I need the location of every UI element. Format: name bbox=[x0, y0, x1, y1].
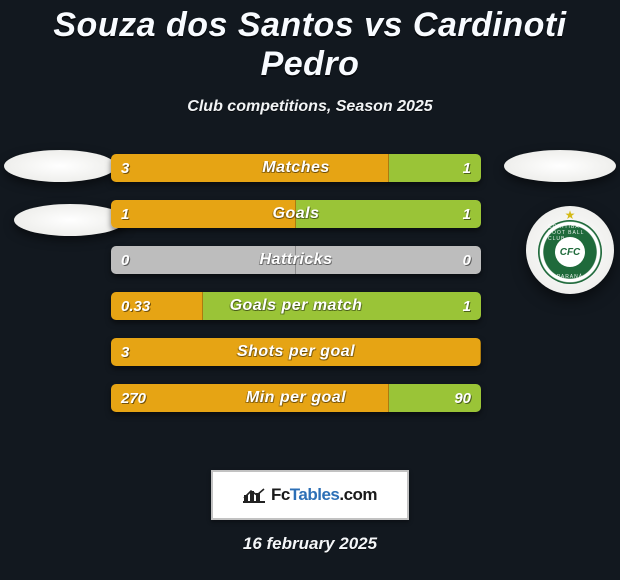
club-crest-icon: ★ CFC CORITIBA FOOT BALL CLUB PARANÁ bbox=[526, 206, 614, 294]
stat-bar-left bbox=[111, 338, 481, 366]
stat-bar-right bbox=[389, 154, 482, 182]
team-right-crest-2: ★ CFC CORITIBA FOOT BALL CLUB PARANÁ bbox=[526, 206, 614, 294]
stat-bar-right bbox=[296, 200, 481, 228]
stat-row: Goals per match0.331 bbox=[111, 292, 481, 320]
team-left-crest-1 bbox=[4, 150, 116, 182]
stat-row: Goals11 bbox=[111, 200, 481, 228]
stat-bar-right bbox=[389, 384, 482, 412]
comparison-stage: ★ CFC CORITIBA FOOT BALL CLUB PARANÁ Mat… bbox=[0, 140, 620, 460]
chart-icon bbox=[243, 487, 265, 503]
subtitle: Club competitions, Season 2025 bbox=[0, 98, 620, 116]
stat-bar-left bbox=[111, 154, 389, 182]
stat-bar-left bbox=[111, 200, 296, 228]
stat-row: Matches31 bbox=[111, 154, 481, 182]
stat-row: Hattricks00 bbox=[111, 246, 481, 274]
source-badge[interactable]: FcTables.com bbox=[211, 470, 409, 520]
stat-bars: Matches31 Goals11 Hattricks00 Goals per mat… bbox=[111, 154, 481, 412]
stat-bar-right bbox=[203, 292, 481, 320]
crest-arc-bottom: PARANÁ bbox=[557, 274, 583, 280]
source-text: FcTables.com bbox=[271, 485, 377, 505]
team-right-crest-1 bbox=[504, 150, 616, 182]
stat-bar-left bbox=[111, 384, 389, 412]
page-title: Souza dos Santos vs Cardinoti Pedro bbox=[0, 0, 620, 84]
stat-bar-right bbox=[296, 246, 481, 274]
stat-row: Min per goal27090 bbox=[111, 384, 481, 412]
stat-bar-left bbox=[111, 292, 203, 320]
date-text: 16 february 2025 bbox=[0, 534, 620, 554]
stat-bar-left bbox=[111, 246, 296, 274]
stat-row: Shots per goal3 bbox=[111, 338, 481, 366]
crest-arc-top: CORITIBA FOOT BALL CLUB bbox=[548, 224, 592, 242]
team-left-crest-2 bbox=[14, 204, 126, 236]
